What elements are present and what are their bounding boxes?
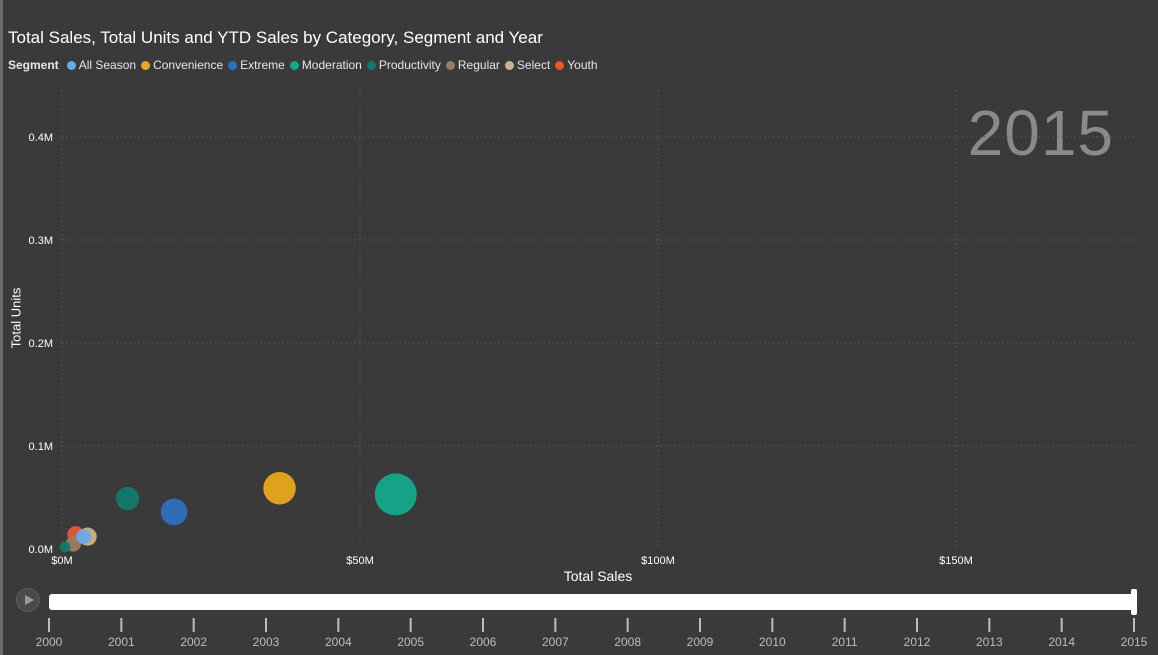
y-tick-label: 0.2M <box>29 338 53 350</box>
bubble-moderation[interactable] <box>374 473 417 516</box>
timeline-year-label[interactable]: 2015 <box>1121 635 1148 649</box>
legend: Segment All Season Convenience Extreme Mode… <box>8 57 603 73</box>
legend-dot <box>228 60 238 70</box>
play-button[interactable] <box>16 588 40 612</box>
timeline-year-label[interactable]: 2012 <box>904 635 931 649</box>
y-tick-label: 0.4M <box>29 132 53 144</box>
current-year-label: 2015 <box>967 97 1114 169</box>
legend-item-youth[interactable]: Youth <box>555 58 598 72</box>
legend-item-regular[interactable]: Regular <box>445 58 500 72</box>
timeline-year-label[interactable]: 2005 <box>397 635 424 649</box>
timeline-year-label[interactable]: 2004 <box>325 635 352 649</box>
timeline-year-label[interactable]: 2011 <box>832 635 858 649</box>
timeline-year-label[interactable]: 2013 <box>976 635 1003 649</box>
y-tick-label: 0.0M <box>29 544 53 556</box>
play-axis: 2000 2001 2002 2003 2004 2005 2006 2007 2008 2009… <box>36 618 1148 649</box>
play-axis-slider[interactable] <box>49 594 1135 610</box>
legend-item-extreme[interactable]: Extreme <box>228 58 285 72</box>
legend-label: Convenience <box>153 58 224 72</box>
x-tick-label: $50M <box>346 555 374 567</box>
play-axis-handle[interactable] <box>1131 589 1137 615</box>
timeline-year-label[interactable]: 2010 <box>759 635 786 649</box>
x-tick-label: $0M <box>51 555 72 567</box>
timeline-year-label[interactable]: 2001 <box>108 635 135 649</box>
y-tick-label: 0.1M <box>29 441 53 453</box>
legend-label: Select <box>516 58 551 72</box>
legend-dot <box>289 60 299 70</box>
bubble-all-season[interactable] <box>76 529 91 545</box>
chart-title: Total Sales, Total Units and YTD Sales b… <box>8 28 543 47</box>
timeline-year-label[interactable]: 2002 <box>180 635 207 649</box>
y-axis-title: Total Units <box>8 287 24 349</box>
timeline-year-label[interactable]: 2009 <box>687 635 714 649</box>
visual-border <box>0 0 3 655</box>
play-icon <box>25 595 34 605</box>
legend-dot <box>504 60 514 70</box>
legend-label: Extreme <box>240 58 285 72</box>
legend-dot <box>555 60 565 70</box>
bubble-extreme[interactable] <box>160 498 188 526</box>
legend-item-all-season[interactable]: All Season <box>66 58 137 72</box>
legend-label: Productivity <box>378 58 441 72</box>
bubble-convenience[interactable] <box>263 471 296 505</box>
y-tick-label: 0.3M <box>29 235 53 247</box>
legend-item-select[interactable]: Select <box>504 58 551 72</box>
x-tick-label: $150M <box>939 555 973 567</box>
legend-label: Youth <box>567 58 598 72</box>
legend-dot <box>445 60 455 70</box>
legend-item-moderation[interactable]: Moderation <box>289 58 362 72</box>
legend-title: Segment <box>8 58 59 72</box>
legend-dot <box>66 60 76 70</box>
legend-item-productivity[interactable]: Productivity <box>366 58 441 72</box>
bubble-productivity[interactable] <box>115 486 140 511</box>
x-axis-title: Total Sales <box>563 568 633 584</box>
legend-dot <box>141 60 151 70</box>
legend-dot <box>366 60 376 70</box>
x-tick-label: $100M <box>641 555 675 567</box>
timeline-year-label[interactable]: 2007 <box>542 635 569 649</box>
legend-label: All Season <box>78 58 137 72</box>
timeline-year-label[interactable]: 2006 <box>470 635 497 649</box>
legend-items: All Season Convenience Extreme Moderation Pr… <box>66 58 603 72</box>
legend-label: Regular <box>457 58 500 72</box>
timeline-year-label[interactable]: 2000 <box>36 635 63 649</box>
timeline-year-label[interactable]: 2014 <box>1048 635 1075 649</box>
legend-label: Moderation <box>301 58 362 72</box>
timeline-year-label[interactable]: 2003 <box>253 635 280 649</box>
bubble-productivity[interactable] <box>59 541 71 553</box>
legend-item-convenience[interactable]: Convenience <box>141 58 223 72</box>
timeline-year-label[interactable]: 2008 <box>614 635 641 649</box>
